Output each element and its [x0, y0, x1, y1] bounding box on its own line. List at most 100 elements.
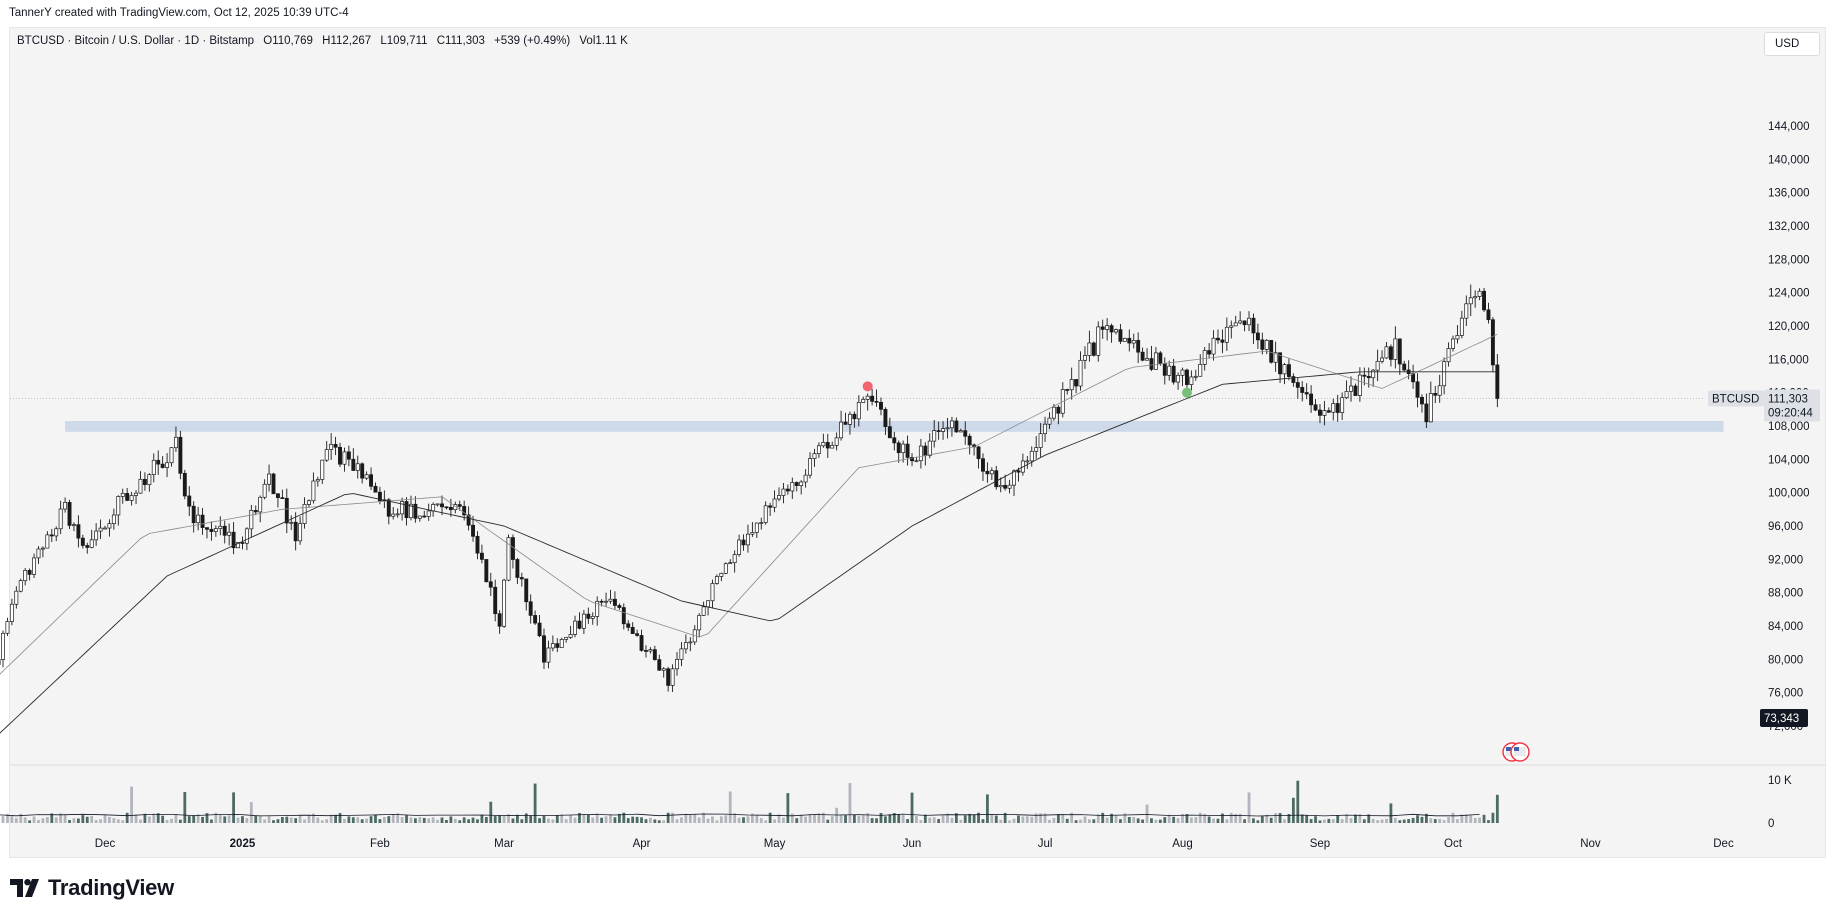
- volume-bar: [759, 818, 763, 823]
- candle-body: [524, 578, 529, 603]
- volume-bar: [85, 816, 89, 823]
- candle-body: [874, 400, 879, 403]
- candle-body: [1220, 339, 1225, 343]
- candle-body: [200, 514, 205, 528]
- volume-bar: [1411, 817, 1415, 823]
- volume-bar: [1495, 794, 1499, 823]
- volume-bar: [1447, 817, 1450, 823]
- volume-bar: [382, 816, 386, 823]
- candle-body: [76, 524, 81, 539]
- candles: [0, 284, 1500, 692]
- candle-body: [1216, 337, 1220, 341]
- candle-body: [311, 480, 316, 502]
- volume-bar: [422, 817, 426, 823]
- candle-body: [116, 496, 121, 516]
- volume-bar: [1141, 819, 1145, 823]
- chart-frame[interactable]: [9, 27, 1826, 858]
- volume-bar: [6, 813, 9, 823]
- candle-body: [559, 639, 564, 648]
- volume-bar: [94, 820, 98, 823]
- volume-bar: [595, 813, 599, 823]
- volume-bar: [941, 815, 945, 823]
- volume-bar: [1008, 820, 1011, 823]
- volume-bar: [28, 820, 32, 823]
- time-axis-label: Jul: [1038, 838, 1053, 850]
- volume-bar: [254, 815, 258, 823]
- volume-bar: [1096, 814, 1100, 823]
- candle-body: [542, 635, 546, 663]
- candle-body: [1473, 296, 1478, 299]
- candle-body: [599, 600, 604, 603]
- volume-bar: [1021, 816, 1025, 823]
- candle-body: [1167, 365, 1172, 376]
- volume-bar: [1172, 816, 1176, 823]
- candle-body: [244, 528, 249, 544]
- candle-body: [1446, 348, 1451, 363]
- volume-bar: [1424, 813, 1428, 823]
- volume-bar: [901, 814, 905, 823]
- candle-body: [103, 527, 107, 530]
- candle-body: [612, 598, 617, 606]
- candle-body: [1357, 374, 1362, 396]
- candle-body: [23, 570, 28, 582]
- candle-body: [1051, 406, 1056, 419]
- candle-body: [147, 474, 152, 485]
- volume-bar: [515, 814, 519, 823]
- volume-bar: [821, 812, 825, 823]
- volume-bar: [76, 818, 80, 823]
- volume-bar: [1163, 817, 1167, 823]
- volume-bar: [688, 814, 692, 823]
- volume-bar: [1114, 815, 1118, 823]
- candle-body: [675, 658, 679, 670]
- volume-bar: [365, 818, 369, 823]
- volume-bar: [870, 818, 874, 823]
- candle-body: [49, 534, 54, 537]
- candle-body: [462, 506, 467, 516]
- volume-bar: [316, 817, 320, 823]
- volume-bar: [445, 819, 448, 823]
- candle-body: [1229, 325, 1234, 328]
- candle-body: [1136, 340, 1141, 353]
- candle-body: [1490, 319, 1495, 366]
- candle-body: [40, 547, 45, 550]
- time-axis-label: Dec: [1713, 838, 1734, 850]
- volume-bar: [471, 817, 475, 823]
- volume-bar: [267, 816, 271, 823]
- volume-bar: [1469, 815, 1473, 823]
- volume-bar: [1003, 812, 1007, 823]
- candle-body: [954, 420, 959, 433]
- volume-bar: [1274, 813, 1278, 823]
- candle-body: [1397, 338, 1402, 365]
- time-axis-label: Nov: [1580, 838, 1601, 850]
- candle-body: [493, 586, 498, 615]
- candle-body: [1242, 320, 1247, 326]
- candle-body: [1069, 379, 1074, 391]
- candle-body: [630, 626, 635, 635]
- volume-bar: [1079, 819, 1082, 823]
- legend-change: +539 (+0.49%): [494, 35, 571, 47]
- candle-body: [732, 554, 737, 564]
- candle-body: [546, 647, 551, 663]
- candle-body: [981, 458, 985, 472]
- volume-bar: [1203, 813, 1207, 823]
- candle-body: [847, 413, 852, 425]
- candle-body: [1118, 329, 1123, 342]
- candle-body: [364, 474, 369, 479]
- candle-body: [253, 510, 258, 513]
- candle-body: [515, 559, 520, 578]
- candle-body: [236, 542, 240, 549]
- currency-button[interactable]: USD: [1764, 32, 1820, 56]
- volume-bar: [249, 802, 253, 823]
- candle-body: [1034, 447, 1039, 452]
- candle-body: [231, 531, 236, 549]
- candle-body: [994, 470, 999, 488]
- volume-bar: [1221, 813, 1224, 823]
- price-tag-symbol-bg: [1708, 390, 1764, 407]
- candle-body: [577, 620, 582, 629]
- candle-body: [169, 447, 174, 464]
- candle-body: [958, 430, 963, 433]
- volume-bar: [888, 814, 892, 823]
- volume-bar: [396, 813, 400, 823]
- candle-body: [1295, 382, 1300, 388]
